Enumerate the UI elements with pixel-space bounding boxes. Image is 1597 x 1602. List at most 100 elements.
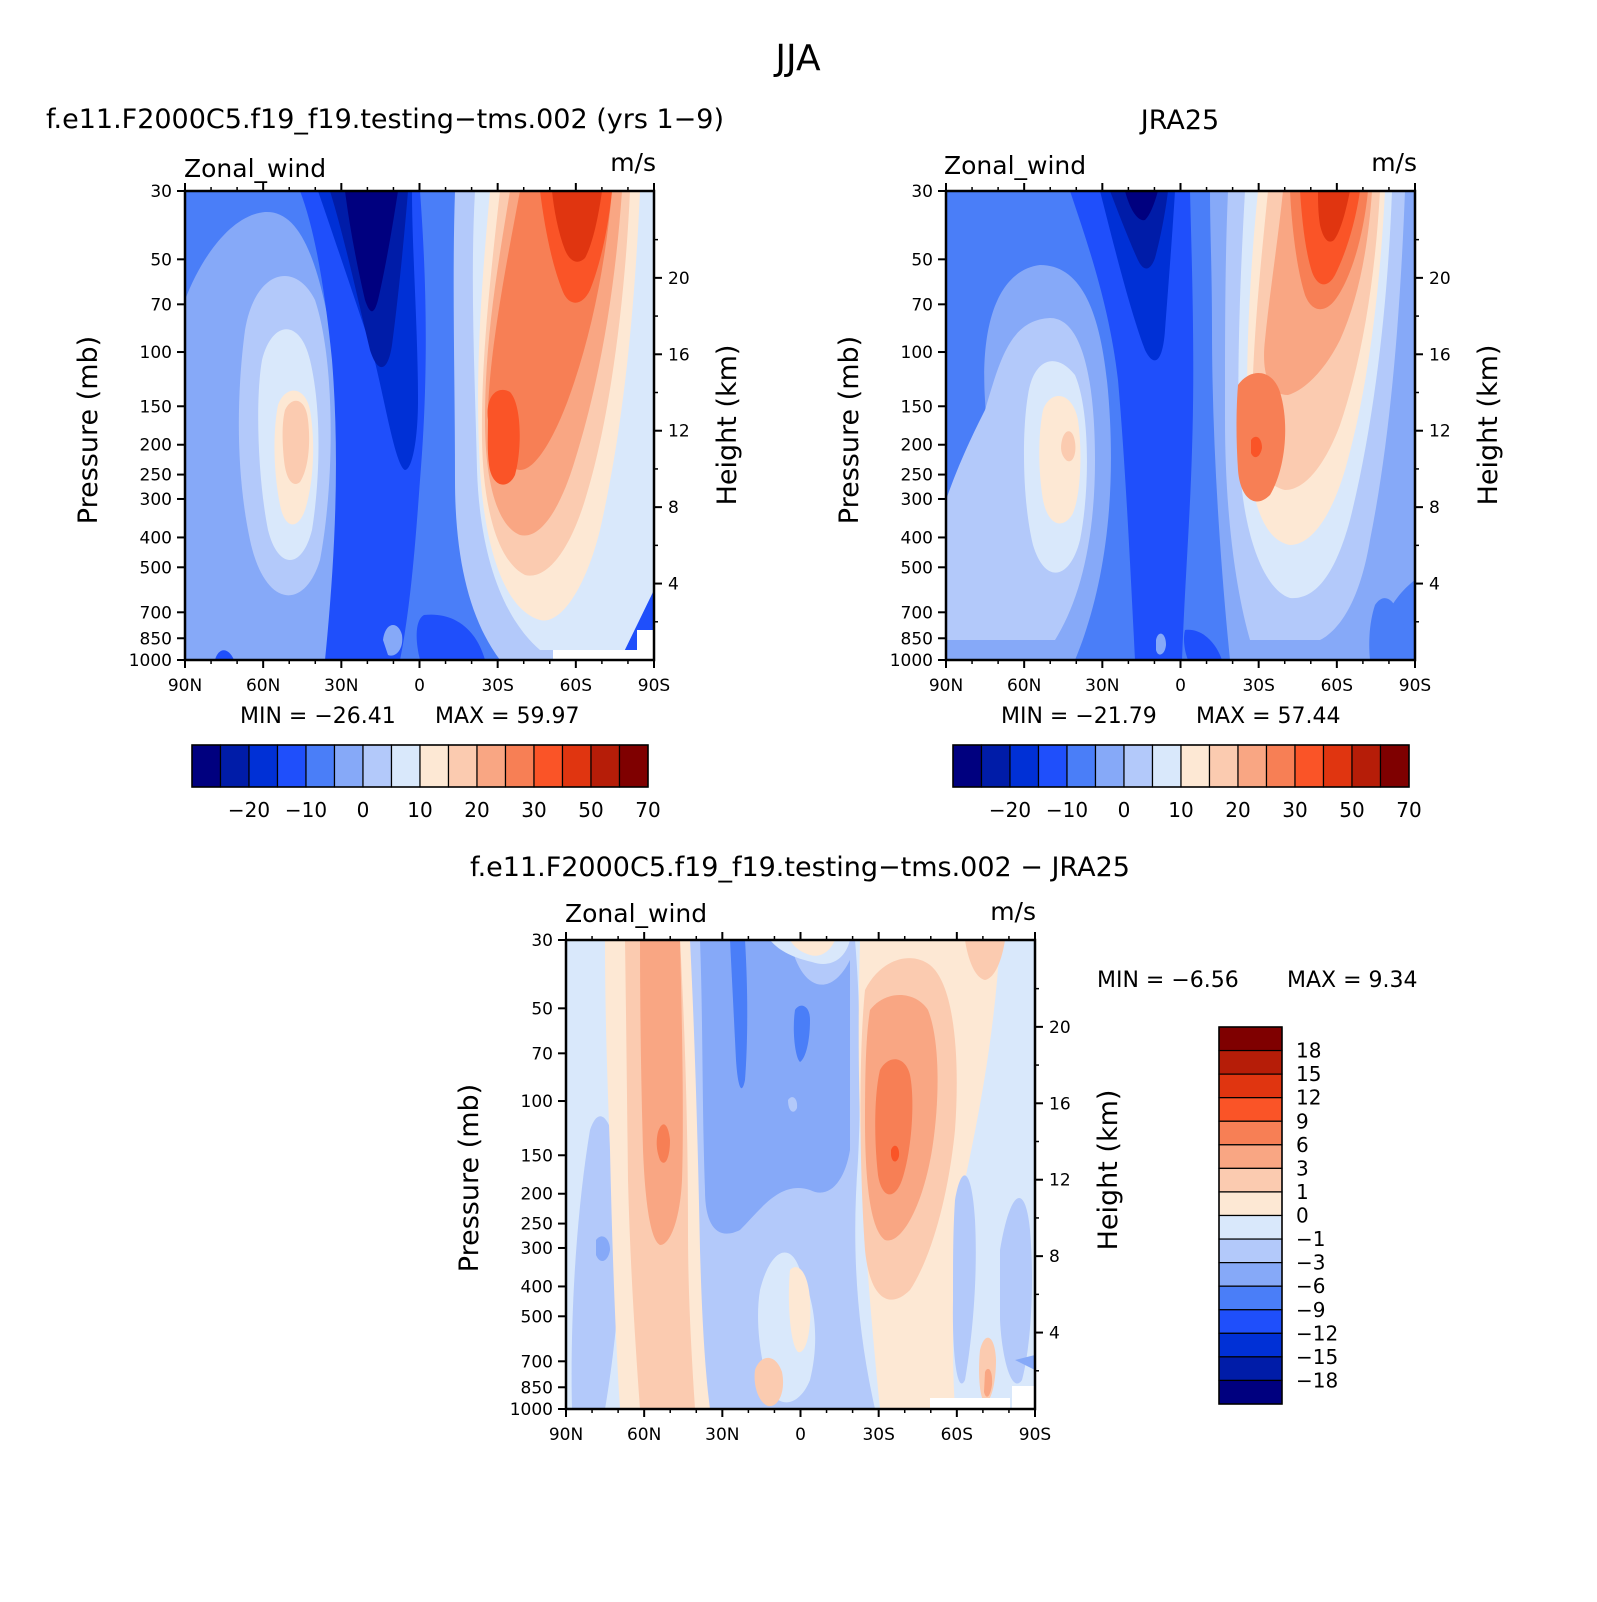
y2-tick-label: 16 — [1429, 345, 1451, 365]
colorbar-swatch — [248, 744, 279, 788]
colorbar-label: −12 — [1296, 1321, 1338, 1345]
y-tick-label: 1000 — [510, 1400, 553, 1420]
y-tick-label: 70 — [911, 295, 933, 315]
colorbar-label: 0 — [357, 798, 370, 822]
colorbar-swatch — [362, 744, 393, 788]
y-tick-label: 500 — [140, 558, 172, 578]
colorbar-swatch — [390, 744, 421, 788]
colorbar-swatch — [1218, 1309, 1283, 1334]
y-tick-label: 50 — [911, 250, 933, 270]
colorbar-swatch — [1218, 1332, 1283, 1358]
y-tick-label: 100 — [521, 1092, 553, 1112]
y2-tick-label: 12 — [1429, 422, 1451, 442]
figure-title: JJA — [773, 38, 821, 79]
x-tick-label: 90S — [1019, 1425, 1051, 1445]
colorbar-label: 30 — [521, 798, 546, 822]
colorbar-swatch — [618, 744, 649, 788]
colorbar-label: −15 — [1296, 1345, 1338, 1369]
y-tick-label: 1000 — [129, 651, 172, 671]
y-tick-label: 150 — [140, 397, 172, 417]
y-tick-label: 200 — [901, 436, 933, 456]
x-tick-label: 0 — [795, 1425, 806, 1445]
colorbar-swatch — [1237, 744, 1268, 788]
y-tick-label: 30 — [911, 182, 933, 202]
panel-diff-axes: 90N 60N 30N 0 30S 60S 90S 30 50 70 100 150 200 250 300… — [510, 931, 1071, 1445]
y2-tick-label: 4 — [668, 575, 679, 595]
panel-model: f.e11.F2000C5.f19_f19.testing−tms.002 (y… — [46, 104, 743, 822]
panel-obs-ylabel: Pressure (mb) — [834, 336, 865, 524]
y-tick-label: 500 — [901, 558, 933, 578]
x-tick-label: 90N — [549, 1425, 583, 1445]
colorbar-swatch — [1066, 744, 1097, 788]
panel-obs-colorbar: −20 −10 0 10 20 30 50 70 — [952, 744, 1422, 822]
colorbar-swatch — [1009, 744, 1040, 788]
colorbar-label: 50 — [1339, 798, 1364, 822]
colorbar-swatch — [1218, 1356, 1283, 1382]
panel-model-right-label: m/s — [610, 148, 656, 177]
colorbar-swatch — [1037, 744, 1068, 788]
colorbar-swatch — [1218, 1285, 1283, 1311]
y-tick-label: 150 — [521, 1146, 553, 1166]
colorbar-label: 6 — [1296, 1133, 1309, 1157]
x-tick-label: 30N — [324, 676, 358, 696]
y-tick-label: 400 — [901, 528, 933, 548]
colorbar-swatch — [1218, 1262, 1283, 1287]
y-tick-label: 250 — [521, 1215, 553, 1235]
colorbar-label: 70 — [1396, 798, 1421, 822]
panel-diff-ylabel: Pressure (mb) — [454, 1084, 485, 1272]
colorbar-swatch — [1265, 744, 1296, 788]
panel-diff-y2label: Height (km) — [1093, 1090, 1124, 1251]
panel-diff-max: MAX = 9.34 — [1287, 968, 1418, 993]
panel-diff-title: f.e11.F2000C5.f19_f19.testing−tms.002 − … — [470, 852, 1130, 883]
y-tick-label: 30 — [150, 182, 172, 202]
colorbar-swatch — [1218, 1191, 1283, 1217]
y-tick-label: 700 — [521, 1352, 553, 1372]
colorbar-label: 70 — [635, 798, 660, 822]
y-tick-label: 850 — [521, 1378, 553, 1398]
y-tick-label: 700 — [140, 603, 172, 623]
x-tick-label: 60S — [560, 676, 592, 696]
y2-tick-label: 8 — [668, 498, 679, 518]
colorbar-frame — [952, 744, 1410, 788]
x-tick-label: 60S — [1321, 676, 1353, 696]
colorbar-swatch — [1322, 744, 1353, 788]
colorbar-label: 20 — [1225, 798, 1250, 822]
x-tick-label: 90N — [168, 676, 202, 696]
colorbar-swatch — [1218, 1144, 1283, 1169]
colorbar-swatch — [476, 744, 507, 788]
panel-model-min: MIN = −26.41 — [240, 704, 396, 729]
colorbar-swatch — [191, 744, 222, 788]
y2-tick-label: 16 — [668, 345, 690, 365]
y-tick-label: 700 — [901, 603, 933, 623]
x-tick-label: 90N — [929, 676, 963, 696]
colorbar-swatch — [590, 744, 621, 788]
colorbar-label: 12 — [1296, 1086, 1321, 1110]
colorbar-label: −10 — [1046, 798, 1088, 822]
panel-model-field — [185, 191, 654, 662]
colorbar-swatch — [305, 744, 336, 788]
x-tick-label: 60N — [246, 676, 280, 696]
y-tick-label: 200 — [140, 436, 172, 456]
y-tick-label: 1000 — [890, 651, 933, 671]
colorbar-swatch — [1218, 1026, 1283, 1052]
colorbar-swatch — [1218, 1238, 1283, 1264]
x-tick-label: 60S — [941, 1425, 973, 1445]
panel-diff-field — [566, 940, 1035, 1410]
colorbar-label: 10 — [1168, 798, 1193, 822]
panel-model-left-label: Zonal_wind — [184, 154, 326, 183]
colorbar-label: −18 — [1296, 1368, 1338, 1392]
x-tick-label: 0 — [1175, 676, 1186, 696]
colorbar-label: −3 — [1296, 1251, 1325, 1275]
colorbar-label: 3 — [1296, 1156, 1309, 1180]
panel-model-ylabel: Pressure (mb) — [73, 336, 104, 524]
colorbar-swatch — [1218, 1049, 1283, 1075]
colorbar-label: 30 — [1282, 798, 1307, 822]
x-tick-label: 30N — [1085, 676, 1119, 696]
colorbar-label: 50 — [578, 798, 603, 822]
colorbar-label: −20 — [228, 798, 270, 822]
colorbar-frame — [1218, 1026, 1283, 1405]
panel-diff-left-label: Zonal_wind — [565, 899, 707, 928]
y2-tick-label: 4 — [1049, 1324, 1060, 1344]
y-tick-label: 400 — [140, 528, 172, 548]
colorbar-swatch — [533, 744, 564, 788]
